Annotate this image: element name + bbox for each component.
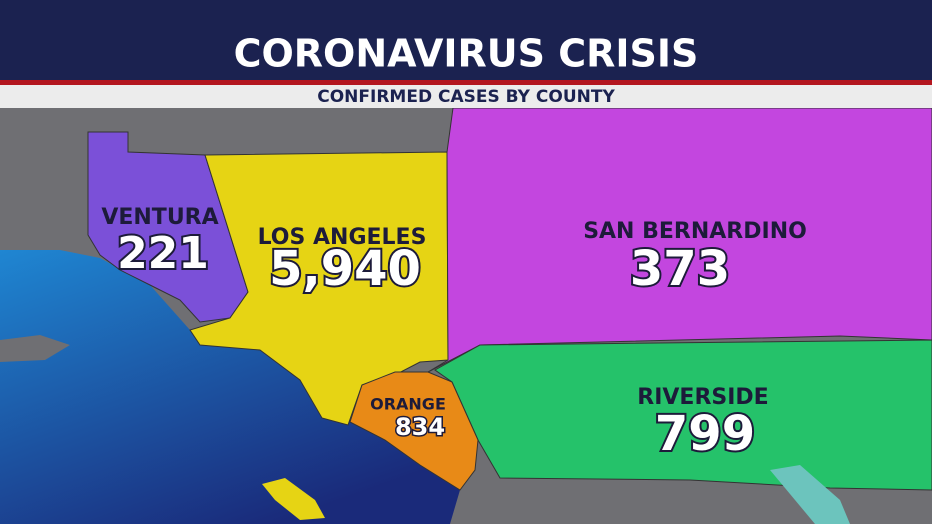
header-stripe [0,80,932,85]
island [262,478,325,520]
county-name: RIVERSIDE [637,385,768,410]
case-count: 5,940 [269,241,421,297]
riverside-county [434,339,932,491]
subtitle-bar [0,85,932,108]
los-angeles-county [189,151,449,426]
county-name: LOS ANGELES [258,225,427,250]
header-bar [0,0,932,80]
case-count: 799 [655,406,755,462]
orange-county [349,371,479,491]
subtitle: CONFIRMED CASES BY COUNTY [317,87,615,107]
county-name: ORANGE [370,395,446,414]
island [0,335,70,362]
case-count: 834 [395,413,445,441]
county-name: VENTURA [101,205,218,230]
ocean [0,250,460,524]
lake [770,465,850,524]
case-count: 221 [117,228,209,279]
ventura-county [87,131,249,323]
title: CORONAVIRUS CRISIS [234,32,699,76]
county-name: SAN BERNARDINO [583,219,807,244]
case-count: 373 [630,241,730,297]
